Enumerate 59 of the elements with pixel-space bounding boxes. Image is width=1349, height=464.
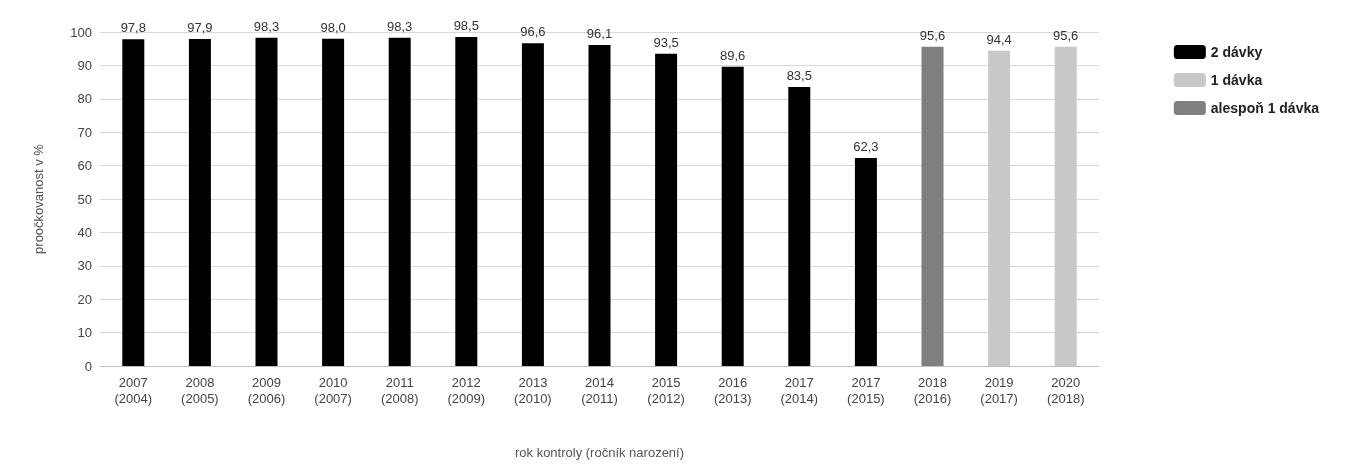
y-axis-title: proočkovanost v % [31,143,46,254]
text: 98,3 [253,18,280,34]
text: 93,5 [653,34,679,50]
x-tick-label: 2010 (2007) [314,374,352,406]
bar [655,53,678,366]
bar [122,39,145,366]
x-tick-label: 2009 (2006) [247,374,286,406]
text: 98,5 [453,18,479,34]
bar [721,66,744,366]
x-tick-label: 2017 (2015) [847,374,885,406]
bar [455,37,478,366]
x-tick-label: 2016 (2013) [713,374,752,406]
x-tick-label: 2012 (2009) [447,374,486,406]
y-tick-label: 100 [70,24,92,40]
text: 95,6 [919,27,946,43]
bar [854,157,877,366]
text: 98,3 [387,18,413,34]
text: 97,9 [187,20,213,36]
x-tick-label: 2019 (2017) [980,374,1018,406]
bar [921,46,944,366]
y-tick-label: 30 [77,258,92,274]
x-tick-label: 2020 (2018) [1046,374,1085,406]
x-tick-label: 2013 (2010) [514,374,552,406]
bar [188,39,211,366]
x-tick-label: 2015 (2012) [647,374,685,406]
x-tick-label: 2008 (2005) [181,374,219,406]
x-tick-label: 2014 (2011) [581,374,618,406]
x-tick-label: 2018 (2016) [913,374,952,406]
x-tick-label: 2011 (2008) [380,374,419,406]
bar [588,45,611,366]
text: 94,4 [986,31,1012,47]
text: 96,1 [586,26,613,42]
bar [788,87,811,366]
legend-label: 2 dávky [1210,44,1263,60]
legend-label: 1 dávka [1210,72,1263,88]
y-tick-label: 70 [77,124,92,140]
x-axis-title: rok kontroly (ročník narození) [514,445,685,460]
y-tick-label: 0 [84,358,92,374]
text: 95,6 [1053,27,1079,43]
text: 97,8 [120,20,146,36]
y-tick-label: 60 [77,158,92,174]
y-tick-label: 10 [77,325,92,341]
legend-label: alespoň 1 dávka [1210,100,1320,116]
bar [255,37,278,366]
bar [521,43,544,366]
text: 89,6 [720,47,746,63]
text: 98,0 [320,19,346,35]
bar [322,38,345,366]
y-tick-label: 80 [77,91,92,107]
text: 62,3 [853,138,879,154]
text: 83,5 [786,68,812,84]
y-tick-label: 50 [77,191,92,207]
text: 96,6 [520,24,546,40]
y-tick-label: 40 [77,224,92,240]
y-tick-label: 90 [77,57,92,73]
x-tick-label: 2007 (2004) [114,374,153,406]
bar [388,37,411,366]
x-tick-label: 2017 (2014) [780,374,819,406]
y-tick-label: 20 [77,291,92,307]
